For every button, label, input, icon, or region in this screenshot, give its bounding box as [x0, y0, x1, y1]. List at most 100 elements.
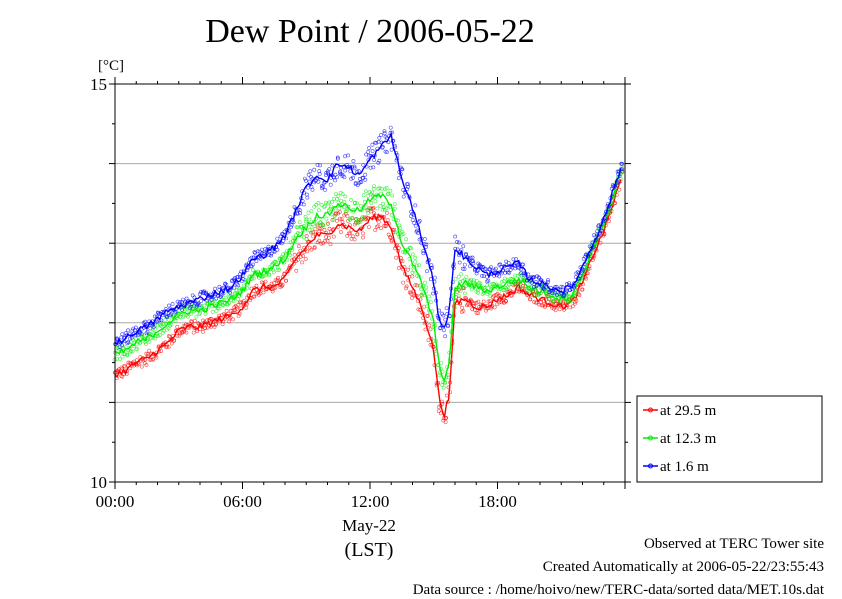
data-point [394, 255, 399, 260]
data-point [348, 164, 353, 169]
date-label: May-22 [342, 516, 396, 535]
data-point [181, 314, 186, 319]
data-point [472, 301, 477, 306]
data-point [358, 219, 363, 224]
data-point [401, 194, 406, 199]
data-point [396, 176, 401, 181]
data-point [476, 299, 481, 304]
data-point [520, 286, 525, 291]
data-point [497, 274, 502, 279]
data-point [224, 282, 229, 287]
data-point [338, 169, 343, 174]
data-point [383, 224, 388, 229]
data-point [303, 257, 308, 261]
data-point [232, 285, 237, 290]
data-point [553, 308, 558, 312]
data-point [352, 201, 357, 206]
data-point [361, 175, 366, 180]
data-point [199, 299, 204, 304]
data-point [507, 270, 512, 275]
data-point [143, 319, 148, 324]
data-point [476, 311, 480, 316]
data-point [312, 246, 317, 251]
data-point [433, 323, 438, 328]
data-point [506, 261, 511, 265]
observed-note: Observed at TERC Tower site [643, 536, 824, 552]
data-point [147, 348, 152, 353]
data-point [572, 281, 577, 286]
data-point [457, 260, 462, 265]
data-point [172, 310, 177, 315]
data-point [166, 326, 171, 331]
data-point [231, 317, 235, 322]
data-point [574, 298, 579, 303]
data-point [275, 268, 280, 273]
data-point [415, 228, 420, 233]
data-point [410, 295, 414, 300]
data-point [584, 276, 589, 281]
data-point [315, 224, 320, 229]
data-point [388, 125, 393, 130]
data-point [123, 364, 128, 369]
data-point [497, 300, 502, 305]
data-point [373, 228, 378, 232]
data-point [289, 225, 293, 230]
data-point [478, 281, 483, 286]
data-point [363, 189, 368, 194]
data-point [344, 164, 349, 169]
x-tick-label: 18:00 [478, 492, 517, 511]
data-point [521, 283, 525, 288]
data-point [467, 303, 472, 308]
data-point [390, 130, 394, 135]
data-point [234, 288, 239, 293]
data-point [311, 234, 316, 239]
data-point [309, 247, 314, 252]
data-point [183, 322, 188, 327]
y-tick-label: 10 [90, 473, 107, 492]
data-point [236, 283, 240, 288]
data-point [520, 262, 525, 267]
data-point [162, 321, 167, 326]
data-point [617, 187, 622, 192]
data-point [487, 299, 492, 303]
data-point [298, 254, 303, 259]
data-point [364, 205, 368, 210]
data-point [361, 163, 366, 168]
legend-item-1-6m: at 1.6 m [643, 459, 709, 475]
data-point [453, 234, 458, 239]
data-point [120, 332, 125, 337]
data-point [496, 289, 501, 294]
data-point [298, 224, 303, 229]
data-point [620, 161, 624, 166]
data-point [543, 304, 547, 309]
data-point [214, 321, 219, 326]
data-point [295, 231, 300, 235]
data-point [166, 345, 171, 350]
data-point [185, 314, 190, 319]
data-point [493, 266, 498, 271]
data-point [252, 294, 257, 299]
data-point [444, 306, 449, 311]
data-point [170, 302, 175, 306]
plot-area [115, 84, 625, 482]
data-point [404, 284, 409, 289]
data-point [444, 415, 449, 420]
data-point [204, 322, 209, 327]
data-point [179, 307, 184, 312]
data-point [288, 215, 293, 220]
data-point [173, 318, 178, 323]
data-point [233, 308, 238, 312]
data-point [254, 259, 259, 264]
data-point [184, 330, 189, 335]
data-point [210, 309, 215, 314]
data-point [321, 223, 326, 228]
data-point [316, 201, 321, 205]
data-point [270, 289, 275, 294]
data-point [573, 301, 577, 306]
data-point [202, 303, 207, 308]
data-point [386, 191, 391, 196]
data-point [261, 251, 266, 256]
data-point [155, 319, 159, 324]
data-point [471, 259, 476, 264]
